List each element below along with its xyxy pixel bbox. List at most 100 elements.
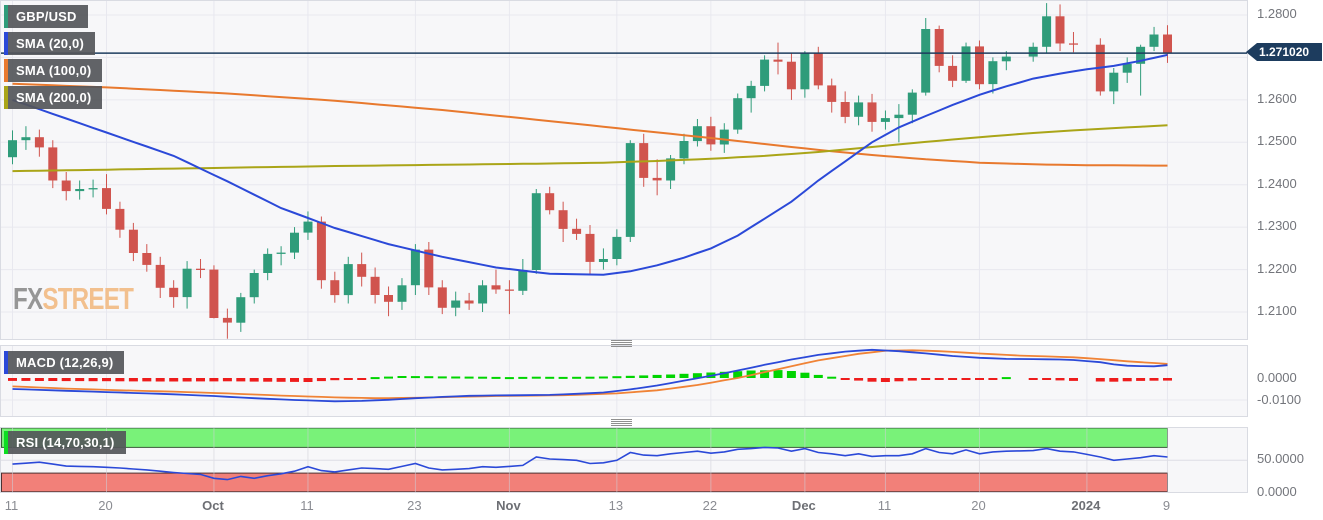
candle[interactable] xyxy=(236,297,246,323)
candle[interactable] xyxy=(1069,43,1078,45)
candle[interactable] xyxy=(370,276,380,295)
candle[interactable] xyxy=(880,118,890,122)
macd-chart-canvas[interactable] xyxy=(1,346,1247,416)
candle[interactable] xyxy=(1163,34,1172,54)
candle[interactable] xyxy=(585,233,595,262)
candle[interactable] xyxy=(961,46,971,81)
candle[interactable] xyxy=(1028,46,1038,57)
candle[interactable] xyxy=(746,85,756,99)
candle[interactable] xyxy=(102,188,111,209)
legend-symbol[interactable]: GBP/USD xyxy=(4,5,88,28)
candle[interactable] xyxy=(988,61,998,85)
legend-rsi[interactable]: RSI (14,70,30,1) xyxy=(4,431,126,454)
candle[interactable] xyxy=(196,268,205,270)
candle[interactable] xyxy=(760,59,770,86)
candle[interactable] xyxy=(478,285,488,304)
candle[interactable] xyxy=(854,102,864,117)
candle[interactable] xyxy=(921,29,931,93)
panel-resize-grip-icon[interactable] xyxy=(611,340,632,347)
candle[interactable] xyxy=(1149,34,1159,47)
price-chart-canvas[interactable] xyxy=(1,1,1247,339)
candle[interactable] xyxy=(907,92,917,115)
candle[interactable] xyxy=(1136,46,1146,64)
candle[interactable] xyxy=(612,236,622,259)
candle[interactable] xyxy=(384,295,393,302)
candle[interactable] xyxy=(357,264,367,277)
candle[interactable] xyxy=(894,114,904,119)
candle[interactable] xyxy=(692,126,702,142)
candle[interactable] xyxy=(169,287,179,298)
candle[interactable] xyxy=(222,317,232,323)
candle[interactable] xyxy=(21,137,31,141)
candle[interactable] xyxy=(504,289,514,291)
time-axis-label: 22 xyxy=(702,498,718,513)
candle[interactable] xyxy=(61,180,71,192)
candle[interactable] xyxy=(182,268,192,298)
candle[interactable] xyxy=(800,53,810,90)
candle[interactable] xyxy=(1109,72,1119,92)
candle[interactable] xyxy=(652,177,662,181)
legend-sma200[interactable]: SMA (200,0) xyxy=(4,86,103,109)
candle[interactable] xyxy=(316,221,326,281)
candle[interactable] xyxy=(1055,16,1065,44)
candle[interactable] xyxy=(424,249,434,288)
candle[interactable] xyxy=(598,259,608,262)
panel-resize-grip-icon[interactable] xyxy=(611,419,632,426)
candle[interactable] xyxy=(531,193,541,270)
candle[interactable] xyxy=(290,232,299,253)
legend-sma20[interactable]: SMA (20,0) xyxy=(4,32,95,55)
candle[interactable] xyxy=(773,59,783,62)
candle[interactable] xyxy=(115,208,125,230)
candle[interactable] xyxy=(625,143,635,237)
legend-sma100-label: SMA (100,0) xyxy=(8,59,103,82)
macd-hist-bar xyxy=(504,377,514,380)
candle[interactable] xyxy=(934,29,944,66)
rsi-chart-canvas[interactable] xyxy=(1,428,1247,492)
candle[interactable] xyxy=(679,141,689,159)
candle[interactable] xyxy=(451,300,461,308)
candle[interactable] xyxy=(948,65,958,81)
candle[interactable] xyxy=(128,229,138,253)
candle[interactable] xyxy=(813,53,823,86)
candle[interactable] xyxy=(142,253,152,265)
candle[interactable] xyxy=(155,264,165,288)
candle[interactable] xyxy=(558,210,568,229)
candle[interactable] xyxy=(572,228,582,234)
candle[interactable] xyxy=(827,85,837,102)
macd-hist-bar xyxy=(679,373,689,378)
candle[interactable] xyxy=(1122,63,1132,73)
candle[interactable] xyxy=(48,147,58,181)
candle[interactable] xyxy=(719,129,729,145)
macd-hist-bar xyxy=(34,378,44,381)
candle[interactable] xyxy=(975,46,984,85)
candle[interactable] xyxy=(666,158,676,181)
candle[interactable] xyxy=(75,189,85,192)
candle[interactable] xyxy=(786,61,796,90)
macd-hist-bar xyxy=(155,378,165,382)
candle[interactable] xyxy=(34,137,44,148)
candle[interactable] xyxy=(733,98,743,130)
candle[interactable] xyxy=(545,193,555,211)
candle[interactable] xyxy=(249,273,259,298)
candle[interactable] xyxy=(303,221,313,233)
candle[interactable] xyxy=(330,280,340,296)
candle[interactable] xyxy=(88,188,98,190)
candle[interactable] xyxy=(1001,56,1011,62)
candle[interactable] xyxy=(706,126,716,145)
legend-sma100[interactable]: SMA (100,0) xyxy=(4,59,103,82)
candle[interactable] xyxy=(1042,16,1052,47)
candle[interactable] xyxy=(410,249,420,286)
candle[interactable] xyxy=(209,269,219,318)
candle[interactable] xyxy=(491,285,501,290)
candle[interactable] xyxy=(867,102,877,122)
candle[interactable] xyxy=(8,140,17,158)
legend-macd[interactable]: MACD (12,26,9) xyxy=(4,351,125,374)
candle[interactable] xyxy=(437,287,447,308)
candle[interactable] xyxy=(840,102,850,117)
candle[interactable] xyxy=(343,264,353,296)
candle[interactable] xyxy=(464,300,474,304)
candle[interactable] xyxy=(397,285,407,302)
candle[interactable] xyxy=(276,252,286,254)
candle[interactable] xyxy=(263,253,273,273)
candle[interactable] xyxy=(518,270,528,291)
